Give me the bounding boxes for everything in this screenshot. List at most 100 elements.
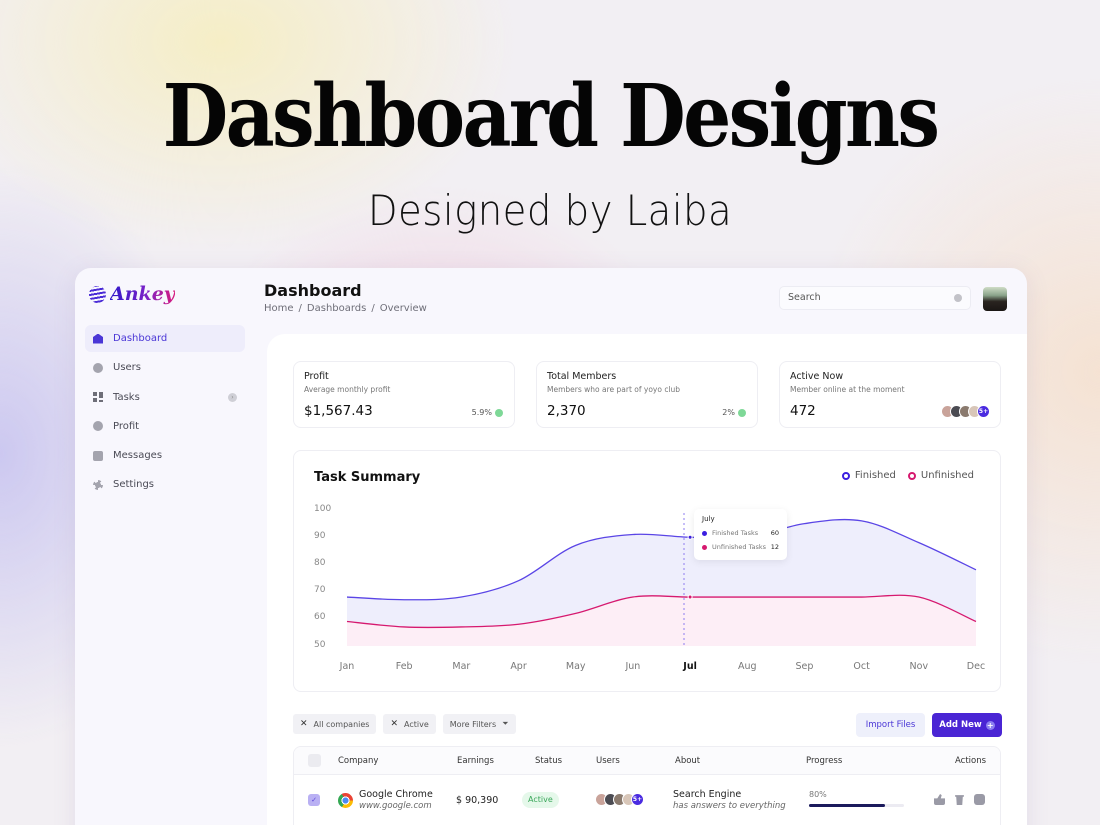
trash-icon[interactable] xyxy=(955,795,964,805)
stat-value: 2,370 xyxy=(547,403,586,419)
legend-label: Unfinished xyxy=(920,470,974,481)
circle-icon xyxy=(907,471,916,480)
stat-value: 472 xyxy=(790,403,816,419)
sidebar-item-messages[interactable]: Messages xyxy=(85,442,245,469)
breadcrumb-separator: / xyxy=(371,303,375,314)
thumbs-up-icon[interactable] xyxy=(934,794,945,805)
chip-label: Active xyxy=(404,719,429,729)
search-icon[interactable] xyxy=(954,294,962,302)
tooltip-row-finished: Finished Tasks 60 xyxy=(702,529,779,537)
x-tick: Apr xyxy=(510,661,527,672)
earnings-value: $ 90,390 xyxy=(456,795,499,806)
stat-title: Total Members xyxy=(547,371,617,382)
breadcrumb-dashboards[interactable]: Dashboards xyxy=(306,303,367,314)
tooltip-label: Finished Tasks xyxy=(712,529,759,537)
stat-value: $1,567.43 xyxy=(304,403,373,419)
sidebar-item-profit[interactable]: Profit xyxy=(85,413,245,440)
row-actions xyxy=(934,794,985,805)
table-header: Company Earnings Status Users About Prog… xyxy=(294,747,1000,775)
breadcrumb-overview[interactable]: Overview xyxy=(379,303,427,314)
legend-unfinished[interactable]: Unfinished xyxy=(907,470,974,481)
filter-chip-all-companies[interactable]: ✕ All companies xyxy=(293,714,377,734)
progress-fill xyxy=(809,804,885,807)
user-icon xyxy=(93,362,103,373)
import-files-button[interactable]: Import Files xyxy=(856,713,925,737)
col-status[interactable]: Status xyxy=(535,756,563,766)
x-tick: Jan xyxy=(339,661,355,672)
sidebar: Ankey Dashboard Users Tasks › Profit xyxy=(75,268,255,825)
y-tick: 80 xyxy=(314,558,326,568)
chart-tooltip: July Finished Tasks 60 Unfinished Tasks … xyxy=(694,509,787,560)
stat-subtitle: Average monthly profit xyxy=(304,385,391,394)
sidebar-item-dashboard[interactable]: Dashboard xyxy=(85,325,245,352)
legend-finished[interactable]: Finished xyxy=(841,470,896,481)
chevron-right-icon[interactable]: › xyxy=(228,392,237,402)
search-placeholder: Search xyxy=(788,292,821,303)
row-checkbox[interactable]: ✓ xyxy=(308,794,320,806)
area-chart[interactable] xyxy=(294,451,1002,693)
dot-icon xyxy=(702,544,707,550)
sidebar-item-users[interactable]: Users xyxy=(85,354,245,381)
stat-title: Active Now xyxy=(790,371,844,382)
change-value: 5.9% xyxy=(471,408,492,417)
edit-icon[interactable] xyxy=(974,794,985,805)
dollar-icon xyxy=(93,421,103,432)
sidebar-item-settings[interactable]: Settings xyxy=(85,471,245,498)
stat-title: Profit xyxy=(304,371,329,382)
col-about[interactable]: About xyxy=(675,756,701,766)
select-all-checkbox[interactable] xyxy=(308,754,321,767)
sidebar-item-label: Tasks xyxy=(113,391,140,403)
x-tick: May xyxy=(565,661,586,672)
y-tick: 100 xyxy=(314,504,332,514)
col-company[interactable]: Company xyxy=(338,756,379,766)
tasks-icon xyxy=(93,392,103,403)
col-earnings[interactable]: Earnings xyxy=(457,756,494,766)
more-filters-button[interactable]: More Filters ⏷ xyxy=(442,714,516,734)
stat-change: 2% xyxy=(722,408,746,417)
more-filters-label: More Filters xyxy=(449,719,497,729)
logo[interactable]: Ankey xyxy=(89,283,175,305)
x-tick: Jun xyxy=(625,661,641,672)
breadcrumb: Home / Dashboards / Overview xyxy=(264,303,427,314)
sidebar-item-tasks[interactable]: Tasks › xyxy=(85,384,245,411)
add-new-label: Add New xyxy=(939,720,982,730)
x-tick: Feb xyxy=(395,661,413,672)
more-users-badge: 5+ xyxy=(631,793,644,806)
filter-chip-active[interactable]: ✕ Active xyxy=(383,714,436,734)
search-input[interactable]: Search xyxy=(779,286,971,310)
sidebar-nav: Dashboard Users Tasks › Profit Messages xyxy=(85,325,245,501)
user-avatar[interactable] xyxy=(983,287,1007,311)
table-row[interactable]: ✓ Google Chrome www.google.com $ 90,390 … xyxy=(294,775,1000,825)
col-progress[interactable]: Progress xyxy=(806,756,843,766)
chrome-logo-icon xyxy=(338,793,353,808)
sidebar-item-label: Dashboard xyxy=(113,333,168,344)
more-users-badge: 5+ xyxy=(977,405,990,418)
legend-label: Finished xyxy=(854,470,896,481)
col-users[interactable]: Users xyxy=(596,756,620,766)
about-subtitle: has answers to everything xyxy=(673,801,786,811)
breadcrumb-home[interactable]: Home xyxy=(264,303,294,314)
add-new-button[interactable]: Add New + xyxy=(932,713,1002,737)
circle-icon xyxy=(841,471,850,480)
company-url[interactable]: www.google.com xyxy=(359,801,432,811)
filter-bar: ✕ All companies ✕ Active More Filters ⏷ xyxy=(293,714,516,734)
trend-up-icon xyxy=(495,408,503,417)
dot-icon xyxy=(702,530,707,536)
x-tick: Oct xyxy=(853,661,870,672)
logo-text: Ankey xyxy=(110,283,175,305)
stat-subtitle: Member online at the moment xyxy=(790,385,905,394)
col-actions: Actions xyxy=(955,756,987,766)
progress-bar xyxy=(809,804,904,807)
x-tick-active: Jul xyxy=(683,661,697,672)
y-tick: 90 xyxy=(314,531,326,541)
y-tick: 60 xyxy=(314,612,326,622)
avatar-group[interactable]: 5+ xyxy=(941,405,990,418)
close-icon[interactable]: ✕ xyxy=(300,719,308,729)
stat-change: 5.9% xyxy=(472,408,503,417)
plus-icon: + xyxy=(985,720,995,730)
avatar-group[interactable]: 5+ xyxy=(595,793,644,806)
progress-label: 80% xyxy=(809,790,827,799)
close-icon[interactable]: ✕ xyxy=(390,719,399,729)
message-icon xyxy=(93,450,103,461)
tooltip-row-unfinished: Unfinished Tasks 12 xyxy=(702,543,779,551)
